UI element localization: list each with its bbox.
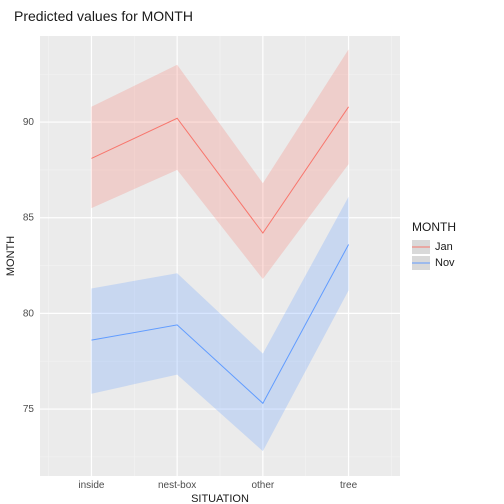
legend-key (412, 256, 430, 270)
legend-item: Nov (412, 256, 456, 270)
legend-key (412, 240, 430, 254)
plot-panel (40, 36, 400, 476)
chart-title: Predicted values for MONTH (14, 8, 193, 24)
plot-svg (40, 36, 400, 476)
legend-label: Jan (435, 241, 453, 253)
chart-container: Predicted values for MONTH 75 80 85 90 MONTH… (0, 0, 504, 504)
svg-text:80: 80 (23, 308, 35, 319)
svg-text:tree: tree (340, 480, 358, 491)
svg-text:90: 90 (23, 117, 35, 128)
legend-label: Nov (435, 257, 455, 269)
svg-text:85: 85 (23, 213, 35, 224)
svg-text:nest-box: nest-box (158, 480, 196, 491)
svg-text:SITUATION: SITUATION (191, 493, 249, 504)
legend-title: MONTH (412, 220, 456, 234)
svg-text:75: 75 (23, 404, 35, 415)
svg-text:other: other (251, 480, 274, 491)
svg-text:inside: inside (78, 480, 105, 491)
svg-text:MONTH: MONTH (5, 236, 17, 276)
legend-item: Jan (412, 240, 456, 254)
legend: MONTH Jan Nov (412, 220, 456, 272)
